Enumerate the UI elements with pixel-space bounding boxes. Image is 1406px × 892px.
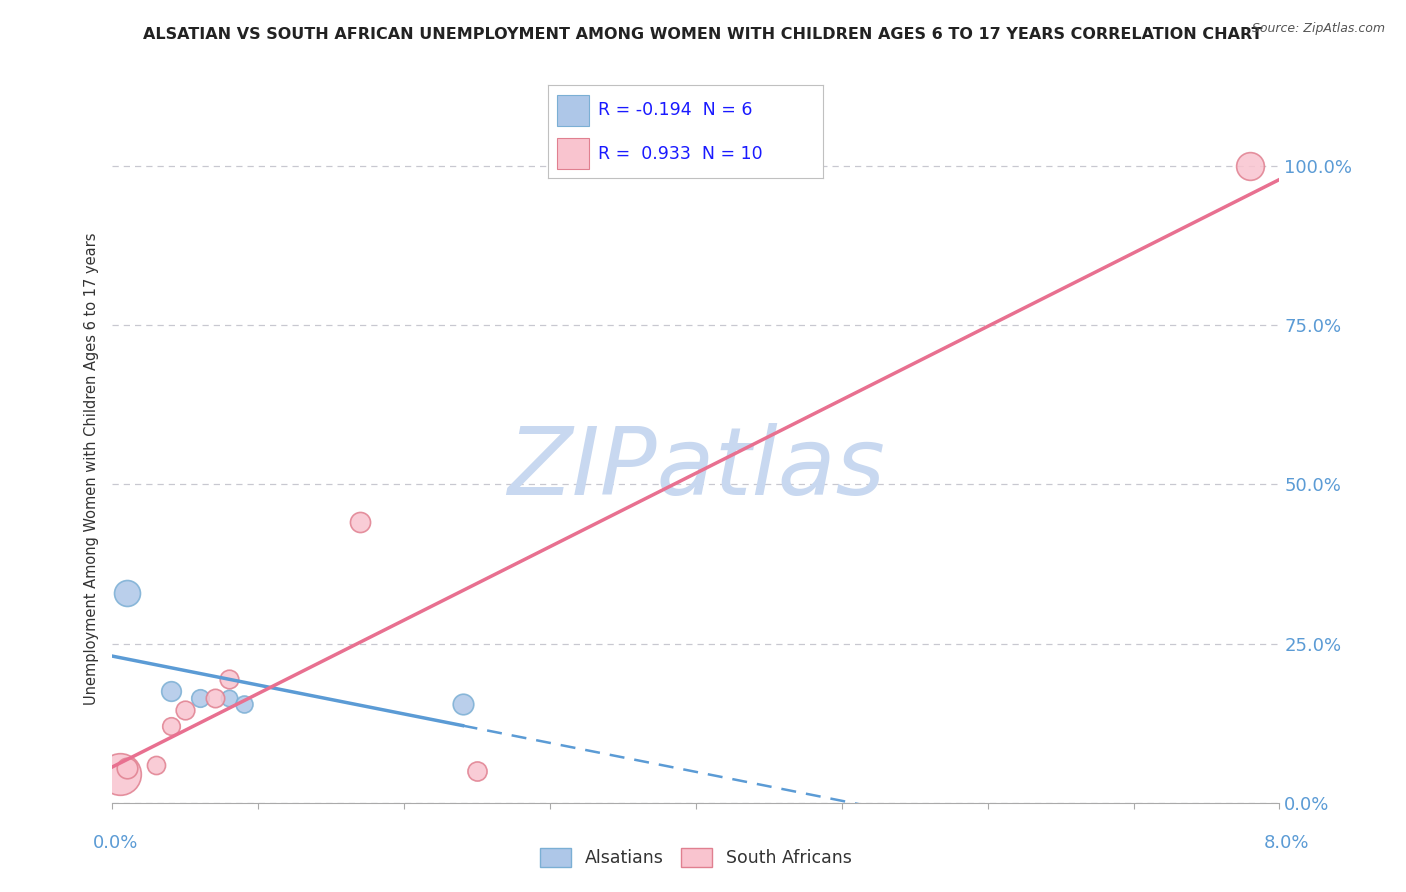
Point [218, 672, 240, 686]
Text: R =  0.933  N = 10: R = 0.933 N = 10 [598, 145, 762, 162]
Y-axis label: Unemployment Among Women with Children Ages 6 to 17 years: Unemployment Among Women with Children A… [84, 232, 100, 705]
Legend: Alsatians, South Africans: Alsatians, South Africans [533, 841, 859, 874]
Point [204, 690, 226, 705]
Text: ZIPatlas: ZIPatlas [508, 423, 884, 514]
Text: Source: ZipAtlas.com: Source: ZipAtlas.com [1251, 22, 1385, 36]
Point [349, 516, 371, 530]
Point [115, 585, 138, 599]
Point [465, 764, 488, 778]
Text: 8.0%: 8.0% [1264, 834, 1309, 852]
Point [115, 761, 138, 775]
Text: ALSATIAN VS SOUTH AFRICAN UNEMPLOYMENT AMONG WOMEN WITH CHILDREN AGES 6 TO 17 YE: ALSATIAN VS SOUTH AFRICAN UNEMPLOYMENT A… [143, 27, 1263, 42]
Point [160, 684, 183, 698]
Point [160, 719, 183, 733]
Point [451, 697, 474, 711]
Point [108, 767, 131, 781]
Point [145, 757, 167, 772]
Point [188, 690, 211, 705]
Bar [557, 138, 589, 169]
Text: 0.0%: 0.0% [93, 834, 138, 852]
Point [218, 690, 240, 705]
Point [1239, 159, 1261, 173]
Bar [557, 95, 589, 126]
Point [232, 697, 254, 711]
Point [174, 703, 197, 717]
Text: R = -0.194  N = 6: R = -0.194 N = 6 [598, 102, 752, 120]
